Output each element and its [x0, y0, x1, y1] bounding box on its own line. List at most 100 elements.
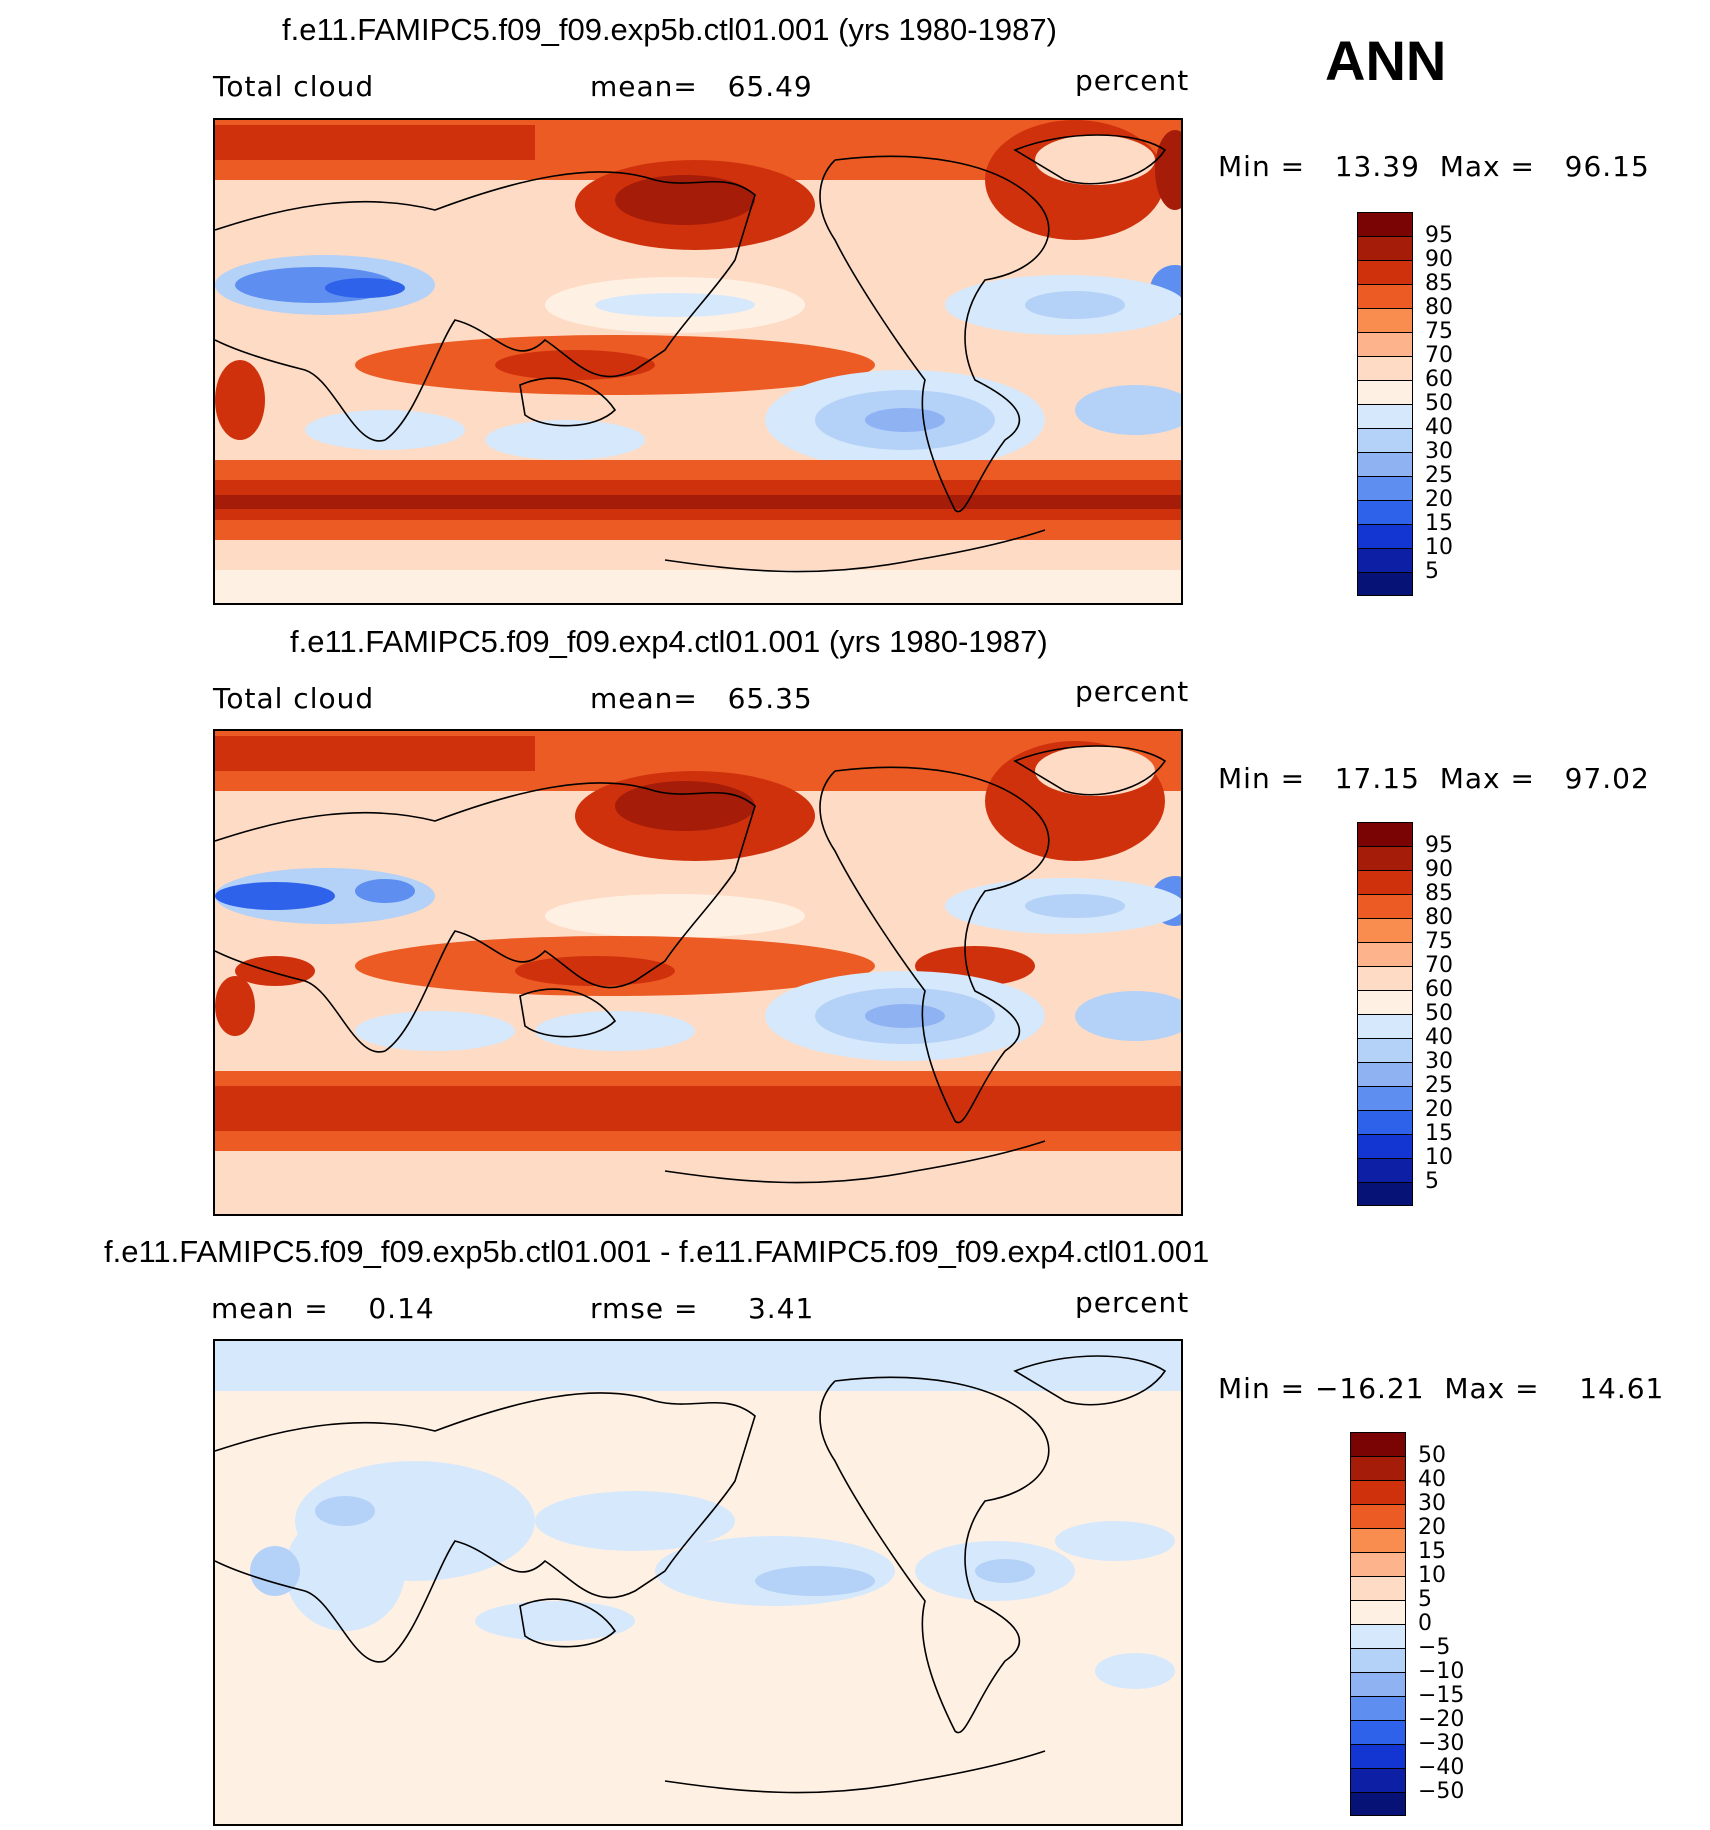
colorbar-tick-label: −15 [1418, 1683, 1465, 1708]
colorbar-tick-label: 30 [1418, 1491, 1446, 1516]
colorbar-tick-label: 30 [1425, 439, 1453, 464]
colorbar-box [1357, 966, 1413, 990]
colorbar-box [1357, 1158, 1413, 1182]
colorbar-box [1350, 1432, 1406, 1456]
panel-2-colorbar: 95 90 85 80 75 70 60 50 40 30 25 20 15 10 5 [1357, 822, 1477, 1206]
colorbar-tick-label: 40 [1418, 1467, 1446, 1492]
panel-2-variable-label: Total cloud [213, 682, 375, 715]
colorbar-tick-label: −5 [1418, 1635, 1451, 1660]
colorbar-tick-label: 40 [1425, 1025, 1453, 1050]
colorbar-tick-label: 20 [1418, 1515, 1446, 1540]
colorbar-box [1350, 1504, 1406, 1528]
colorbar-box [1357, 332, 1413, 356]
colorbar-box [1357, 1014, 1413, 1038]
colorbar-box [1357, 356, 1413, 380]
panel-2-title: f.e11.FAMIPC5.f09_f09.exp4.ctl01.001 (yr… [290, 624, 1048, 659]
panel-3-map [213, 1339, 1183, 1826]
colorbar-tick-label: 90 [1425, 247, 1453, 272]
panel-1-minmax: Min = 13.39 Max = 96.15 [1218, 150, 1650, 183]
colorbar-box [1357, 260, 1413, 284]
colorbar-box [1357, 870, 1413, 894]
colorbar-box [1350, 1792, 1406, 1816]
colorbar-tick-label: 10 [1418, 1563, 1446, 1588]
colorbar-tick-label: 70 [1425, 343, 1453, 368]
colorbar-box [1350, 1672, 1406, 1696]
panel-2-map [213, 729, 1183, 1216]
colorbar-tick-label: 5 [1418, 1587, 1432, 1612]
colorbar-box [1350, 1744, 1406, 1768]
colorbar-box [1357, 1062, 1413, 1086]
colorbar-box [1357, 846, 1413, 870]
colorbar-box [1357, 572, 1413, 596]
colorbar-tick-label: 25 [1425, 463, 1453, 488]
panel-3-title: f.e11.FAMIPC5.f09_f09.exp5b.ctl01.001 - … [104, 1234, 1210, 1269]
colorbar-tick-label: 30 [1425, 1049, 1453, 1074]
colorbar-box [1357, 380, 1413, 404]
panel-1-units-label: percent [1075, 64, 1190, 97]
colorbar-tick-label: 70 [1425, 953, 1453, 978]
colorbar-tick-label: 50 [1418, 1443, 1446, 1468]
colorbar-box [1350, 1600, 1406, 1624]
colorbar-tick-label: 60 [1425, 977, 1453, 1002]
colorbar-box [1357, 1182, 1413, 1206]
colorbar-box [1350, 1576, 1406, 1600]
colorbar-tick-label: 15 [1425, 1121, 1453, 1146]
panel-2-units-label: percent [1075, 675, 1190, 708]
panel-3-minmax: Min = −16.21 Max = 14.61 [1218, 1372, 1665, 1405]
colorbar-box [1357, 1038, 1413, 1062]
colorbar-tick-label: 90 [1425, 857, 1453, 882]
colorbar-box [1357, 1134, 1413, 1158]
panel-3-rmse-label: rmse = 3.41 [590, 1292, 815, 1325]
colorbar-box [1357, 942, 1413, 966]
colorbar-box [1357, 500, 1413, 524]
colorbar-box [1357, 894, 1413, 918]
colorbar-tick-label: 85 [1425, 881, 1453, 906]
colorbar-box [1357, 524, 1413, 548]
colorbar-box [1350, 1456, 1406, 1480]
colorbar-box [1357, 428, 1413, 452]
panel-1-variable-label: Total cloud [213, 70, 375, 103]
colorbar-box [1357, 1086, 1413, 1110]
colorbar-tick-label: −20 [1418, 1707, 1465, 1732]
colorbar-tick-label: 75 [1425, 319, 1453, 344]
colorbar-tick-label: 20 [1425, 487, 1453, 512]
panel-3-units-label: percent [1075, 1286, 1190, 1319]
colorbar-tick-label: −10 [1418, 1659, 1465, 1684]
colorbar-tick-label: 40 [1425, 415, 1453, 440]
colorbar-box [1350, 1768, 1406, 1792]
colorbar-box [1350, 1528, 1406, 1552]
colorbar-box [1357, 308, 1413, 332]
colorbar-box [1350, 1720, 1406, 1744]
colorbar-tick-label: 25 [1425, 1073, 1453, 1098]
colorbar-tick-label: 10 [1425, 1145, 1453, 1170]
colorbar-box [1357, 548, 1413, 572]
panel-1-mean-label: mean= 65.49 [590, 70, 813, 103]
panel-2-mean-label: mean= 65.35 [590, 682, 813, 715]
panel-1-title: f.e11.FAMIPC5.f09_f09.exp5b.ctl01.001 (y… [282, 12, 1057, 47]
colorbar-tick-label: 95 [1425, 833, 1453, 858]
colorbar-tick-label: 5 [1425, 1169, 1439, 1194]
colorbar-box [1357, 236, 1413, 260]
season-label: ANN [1325, 29, 1447, 92]
panel-3-mean-label: mean = 0.14 [211, 1292, 435, 1325]
colorbar-tick-label: 15 [1425, 511, 1453, 536]
colorbar-box [1350, 1696, 1406, 1720]
colorbar-box [1357, 404, 1413, 428]
colorbar-tick-label: 20 [1425, 1097, 1453, 1122]
colorbar-box [1350, 1648, 1406, 1672]
colorbar-tick-label: 95 [1425, 223, 1453, 248]
colorbar-box [1357, 212, 1413, 236]
colorbar-box [1350, 1480, 1406, 1504]
colorbar-tick-label: 85 [1425, 271, 1453, 296]
panel-3-colorbar: 50 40 30 20 15 10 5 0 −5 −10 −15 −20 −30 −40 −50 [1350, 1432, 1480, 1816]
colorbar-box [1357, 1110, 1413, 1134]
colorbar-box [1357, 822, 1413, 846]
colorbar-tick-label: 50 [1425, 1001, 1453, 1026]
colorbar-tick-label: −50 [1418, 1779, 1465, 1804]
colorbar-box [1350, 1552, 1406, 1576]
colorbar-tick-label: 50 [1425, 391, 1453, 416]
colorbar-tick-label: 0 [1418, 1611, 1432, 1636]
colorbar-tick-label: 80 [1425, 295, 1453, 320]
panel-1-map [213, 118, 1183, 605]
colorbar-tick-label: −30 [1418, 1731, 1465, 1756]
